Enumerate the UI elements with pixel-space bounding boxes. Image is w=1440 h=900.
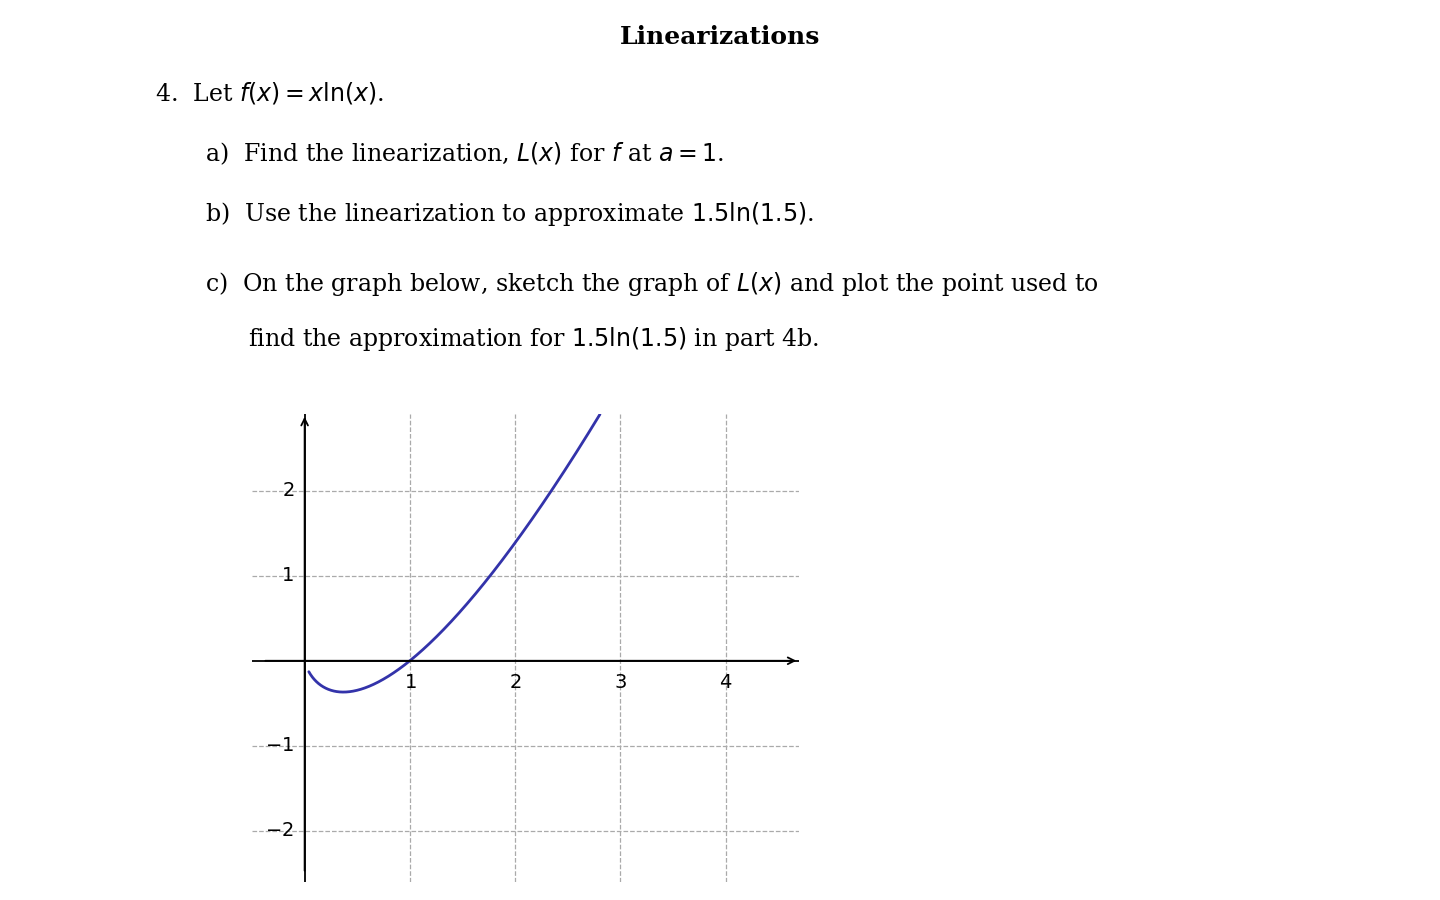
Text: c)  On the graph below, sketch the graph of $L(x)$ and plot the point used to: c) On the graph below, sketch the graph … (204, 270, 1099, 298)
Text: b)  Use the linearization to approximate $1.5\ln(1.5)$.: b) Use the linearization to approximate … (204, 200, 814, 228)
Text: $2$: $2$ (282, 482, 294, 500)
Text: Linearizations: Linearizations (619, 25, 821, 49)
Text: a)  Find the linearization, $L(x)$ for $f$ at $a = 1$.: a) Find the linearization, $L(x)$ for $f… (204, 140, 724, 166)
Text: $2$: $2$ (508, 673, 521, 691)
Text: $1$: $1$ (403, 673, 416, 691)
Text: $-2$: $-2$ (265, 822, 294, 840)
Text: 4.  Let $f(x) = x\ln(x)$.: 4. Let $f(x) = x\ln(x)$. (156, 80, 384, 106)
Text: find the approximation for $1.5\ln(1.5)$ in part 4b.: find the approximation for $1.5\ln(1.5)$… (248, 325, 819, 353)
Text: $4$: $4$ (719, 673, 732, 691)
Text: $3$: $3$ (613, 673, 626, 691)
Text: $-1$: $-1$ (265, 737, 294, 755)
Text: $1$: $1$ (281, 567, 294, 585)
